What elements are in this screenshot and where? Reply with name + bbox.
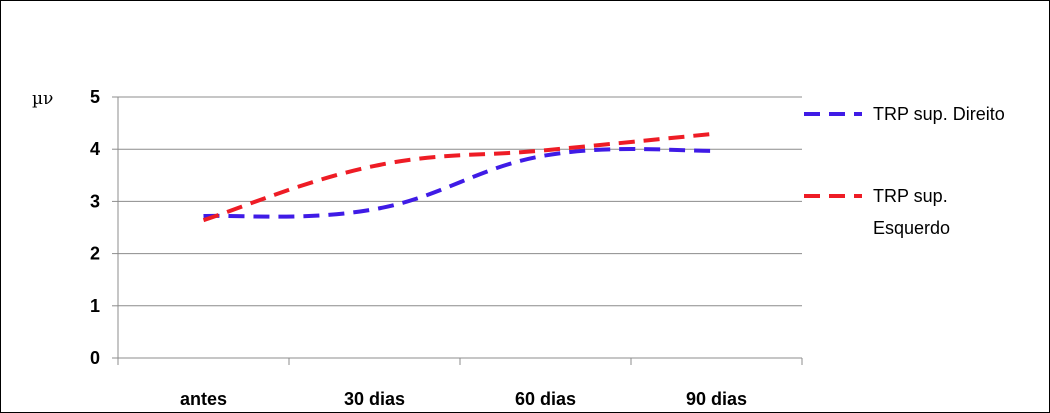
x-tick-label: 90 dias (686, 389, 747, 409)
series-line-esquerdo (202, 131, 717, 223)
x-tick-labels: antes 30 dias 60 dias 90 dias (180, 389, 747, 409)
y-tick-label: 2 (90, 244, 100, 264)
y-tick-label: 5 (90, 87, 100, 107)
y-axis-label: µν (32, 89, 53, 109)
y-tick-label: 3 (90, 191, 100, 211)
legend-label: TRP sup. Direito (873, 104, 1005, 124)
axes (112, 96, 803, 365)
series-line-direito (203, 147, 717, 219)
x-tick-label: antes (180, 389, 227, 409)
grid-lines (118, 96, 802, 307)
y-tick-label: 0 (90, 348, 100, 368)
x-tick-label: 60 dias (515, 389, 576, 409)
legend: TRP sup. Direito TRP sup. Esquerdo (804, 104, 1005, 238)
legend-label: TRP sup. (873, 186, 948, 206)
legend-label: Esquerdo (873, 218, 950, 238)
series-lines (202, 131, 717, 223)
y-tick-label: 4 (90, 139, 100, 159)
x-tick-label: 30 dias (344, 389, 405, 409)
y-tick-labels: 0 1 2 3 4 5 (90, 87, 100, 368)
y-tick-label: 1 (90, 296, 100, 316)
